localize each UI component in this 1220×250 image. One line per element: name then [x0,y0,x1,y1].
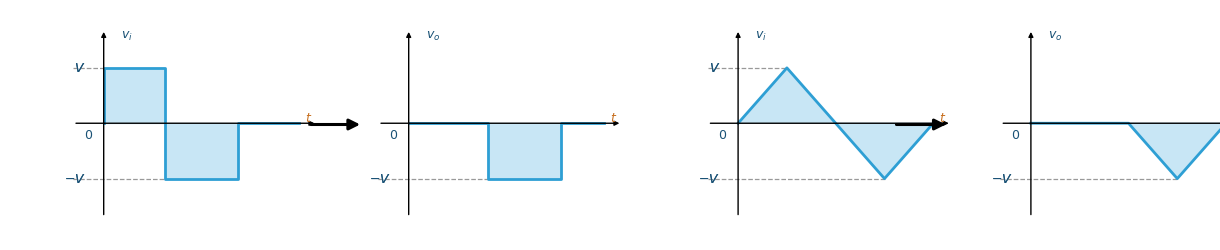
Text: $0$: $0$ [1011,128,1020,141]
Text: $t$: $t$ [610,112,617,124]
Text: $-V$: $-V$ [698,172,720,185]
Text: $-V$: $-V$ [63,172,85,185]
Text: $-V$: $-V$ [698,172,720,185]
Text: $t$: $t$ [939,112,947,124]
Text: $V$: $V$ [74,62,85,75]
Text: $-V$: $-V$ [368,172,390,185]
Polygon shape [836,124,933,179]
Text: $-V$: $-V$ [368,172,390,185]
Text: $v_i$: $v_i$ [121,30,133,43]
Polygon shape [1128,124,1220,179]
Text: $-V$: $-V$ [991,172,1013,185]
Text: $t$: $t$ [305,112,312,124]
Text: $-V$: $-V$ [63,172,85,185]
Polygon shape [738,68,836,124]
Text: $v_o$: $v_o$ [1048,30,1063,43]
Text: $V$: $V$ [709,62,720,75]
Text: $0$: $0$ [84,128,93,141]
Text: $v_i$: $v_i$ [755,30,767,43]
Text: $0$: $0$ [389,128,398,141]
Text: $0$: $0$ [719,128,727,141]
Text: $V$: $V$ [709,62,720,75]
Text: $V$: $V$ [74,62,85,75]
Text: $-V$: $-V$ [991,172,1013,185]
Text: $v_o$: $v_o$ [426,30,440,43]
